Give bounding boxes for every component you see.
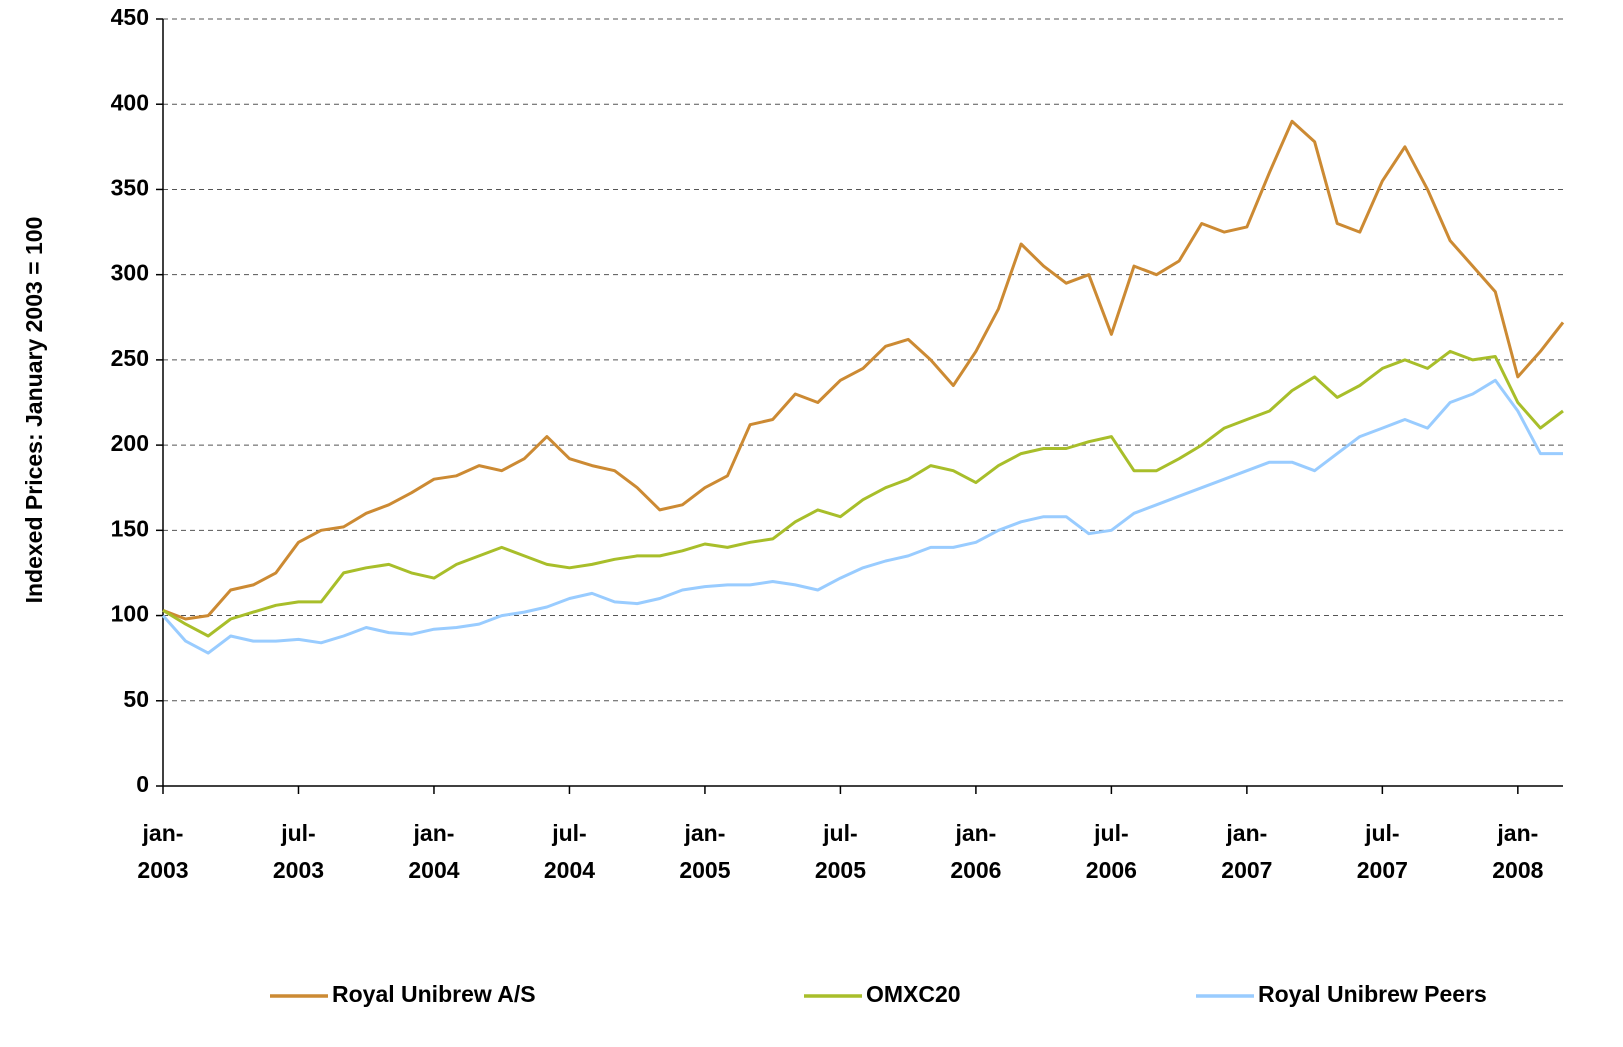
y-tick-label: 150	[111, 515, 149, 541]
x-tick-label: 2007	[1357, 857, 1408, 883]
y-axis-label: Indexed Prices: January 2003 = 100	[21, 217, 47, 604]
x-tick-label: jan-	[954, 820, 996, 846]
x-tick-label: jul-	[822, 820, 858, 846]
x-tick-label: jan-	[1225, 820, 1267, 846]
x-tick-label: jul-	[551, 820, 587, 846]
x-tick-label: jan-	[1496, 820, 1538, 846]
series-line	[161, 378, 1563, 655]
x-tick-label: 2005	[679, 857, 730, 883]
x-tick-label: 2003	[273, 857, 324, 883]
y-tick-label: 450	[111, 4, 149, 30]
x-tick-label: 2004	[408, 857, 459, 883]
legend-label: Royal Unibrew Peers	[1258, 981, 1487, 1007]
y-tick-label: 350	[111, 175, 149, 201]
y-tick-label: 50	[123, 686, 149, 712]
x-tick-label: jan-	[142, 820, 184, 846]
x-tick-label: 2006	[950, 857, 1001, 883]
y-tick-label: 200	[111, 430, 149, 456]
series-line	[162, 349, 1564, 638]
x-tick-label: 2005	[815, 857, 866, 883]
x-tick-label: 2007	[1221, 857, 1272, 883]
y-tick-label: 250	[111, 345, 149, 371]
x-tick-label: jul-	[1364, 820, 1400, 846]
x-tick-label: 2003	[137, 857, 188, 883]
x-tick-label: jul-	[280, 820, 316, 846]
legend-label: OMXC20	[866, 981, 961, 1007]
y-tick-label: 0	[136, 771, 149, 797]
x-tick-label: jan-	[683, 820, 725, 846]
x-tick-label: 2008	[1492, 857, 1543, 883]
y-tick-label: 400	[111, 89, 149, 115]
y-tick-label: 100	[111, 601, 149, 627]
x-tick-label: jan-	[413, 820, 455, 846]
x-tick-label: 2004	[544, 857, 595, 883]
y-tick-label: 300	[111, 260, 149, 286]
legend-label: Royal Unibrew A/S	[332, 981, 536, 1007]
x-tick-label: 2006	[1086, 857, 1137, 883]
series-line	[162, 119, 1565, 621]
x-tick-label: jul-	[1093, 820, 1129, 846]
